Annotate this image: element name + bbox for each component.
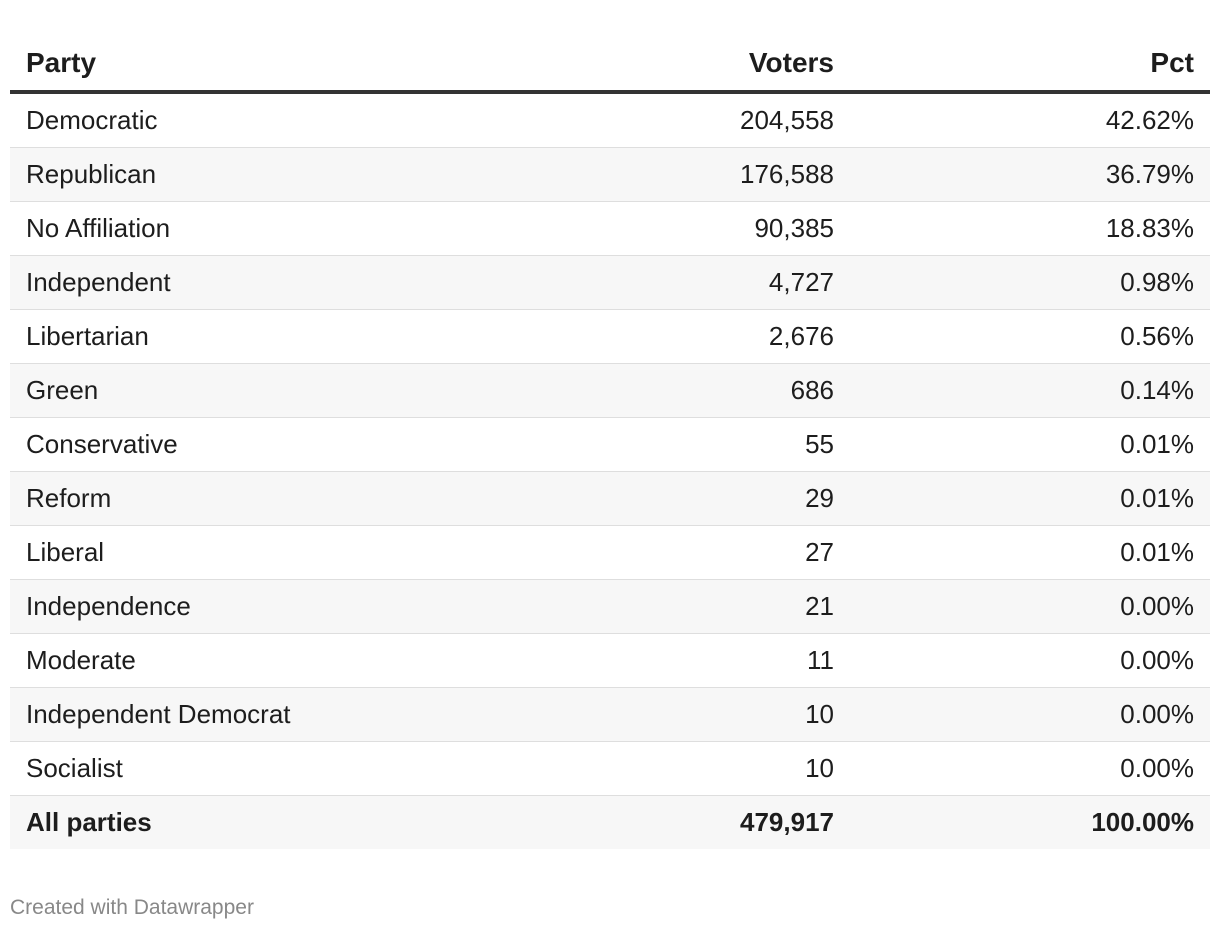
cell-party: All parties — [10, 795, 634, 849]
column-header-party[interactable]: Party — [10, 36, 634, 94]
cell-voters: 10 — [634, 741, 834, 796]
table-row: Conservative 55 0.01% — [10, 417, 1210, 472]
cell-party: Democratic — [10, 92, 634, 148]
table-body: Democratic 204,558 42.62% Republican 176,588… — [10, 92, 1210, 849]
cell-voters: 10 — [634, 687, 834, 742]
cell-pct: 0.98% — [834, 255, 1210, 310]
table-row: Socialist 10 0.00% — [10, 741, 1210, 796]
table-row: Liberal 27 0.01% — [10, 525, 1210, 580]
cell-voters: 29 — [634, 471, 834, 526]
cell-party: Independence — [10, 579, 634, 634]
cell-voters: 11 — [634, 633, 834, 688]
cell-voters: 90,385 — [634, 201, 834, 256]
table-row: Democratic 204,558 42.62% — [10, 92, 1210, 148]
cell-pct: 0.14% — [834, 363, 1210, 418]
table-row: Reform 29 0.01% — [10, 471, 1210, 526]
cell-party: Republican — [10, 147, 634, 202]
cell-party: Independent Democrat — [10, 687, 634, 742]
cell-pct: 0.00% — [834, 741, 1210, 796]
cell-voters: 176,588 — [634, 147, 834, 202]
party-voters-table: Party Voters Pct Democratic 204,558 42.62%… — [10, 36, 1210, 849]
table-row: Independent Democrat 10 0.00% — [10, 687, 1210, 742]
table-row: No Affiliation 90,385 18.83% — [10, 201, 1210, 256]
cell-pct: 42.62% — [834, 92, 1210, 148]
cell-pct: 100.00% — [834, 795, 1210, 849]
cell-pct: 18.83% — [834, 201, 1210, 256]
cell-party: Conservative — [10, 417, 634, 472]
table-row: Moderate 11 0.00% — [10, 633, 1210, 688]
data-table-container: Party Voters Pct Democratic 204,558 42.62%… — [10, 36, 1210, 849]
cell-voters: 479,917 — [634, 795, 834, 849]
cell-voters: 204,558 — [634, 92, 834, 148]
header-row: Party Voters Pct — [10, 36, 1210, 94]
table-total-row: All parties 479,917 100.00% — [10, 795, 1210, 849]
cell-pct: 0.00% — [834, 579, 1210, 634]
cell-party: Green — [10, 363, 634, 418]
cell-pct: 0.00% — [834, 687, 1210, 742]
cell-voters: 4,727 — [634, 255, 834, 310]
cell-pct: 0.01% — [834, 417, 1210, 472]
cell-party: Independent — [10, 255, 634, 310]
table-row: Independent 4,727 0.98% — [10, 255, 1210, 310]
cell-voters: 686 — [634, 363, 834, 418]
column-header-voters[interactable]: Voters — [634, 36, 834, 94]
column-header-pct[interactable]: Pct — [834, 36, 1210, 94]
cell-party: Reform — [10, 471, 634, 526]
table-row: Independence 21 0.00% — [10, 579, 1210, 634]
cell-voters: 21 — [634, 579, 834, 634]
datawrapper-credit: Created with Datawrapper — [10, 896, 254, 919]
cell-party: No Affiliation — [10, 201, 634, 256]
cell-pct: 0.56% — [834, 309, 1210, 364]
cell-voters: 55 — [634, 417, 834, 472]
table-row: Green 686 0.14% — [10, 363, 1210, 418]
cell-voters: 27 — [634, 525, 834, 580]
cell-pct: 36.79% — [834, 147, 1210, 202]
table-row: Libertarian 2,676 0.56% — [10, 309, 1210, 364]
cell-pct: 0.01% — [834, 525, 1210, 580]
cell-party: Moderate — [10, 633, 634, 688]
table-row: Republican 176,588 36.79% — [10, 147, 1210, 202]
cell-party: Liberal — [10, 525, 634, 580]
cell-party: Socialist — [10, 741, 634, 796]
cell-pct: 0.00% — [834, 633, 1210, 688]
table-header: Party Voters Pct — [10, 36, 1210, 94]
cell-party: Libertarian — [10, 309, 634, 364]
cell-voters: 2,676 — [634, 309, 834, 364]
cell-pct: 0.01% — [834, 471, 1210, 526]
